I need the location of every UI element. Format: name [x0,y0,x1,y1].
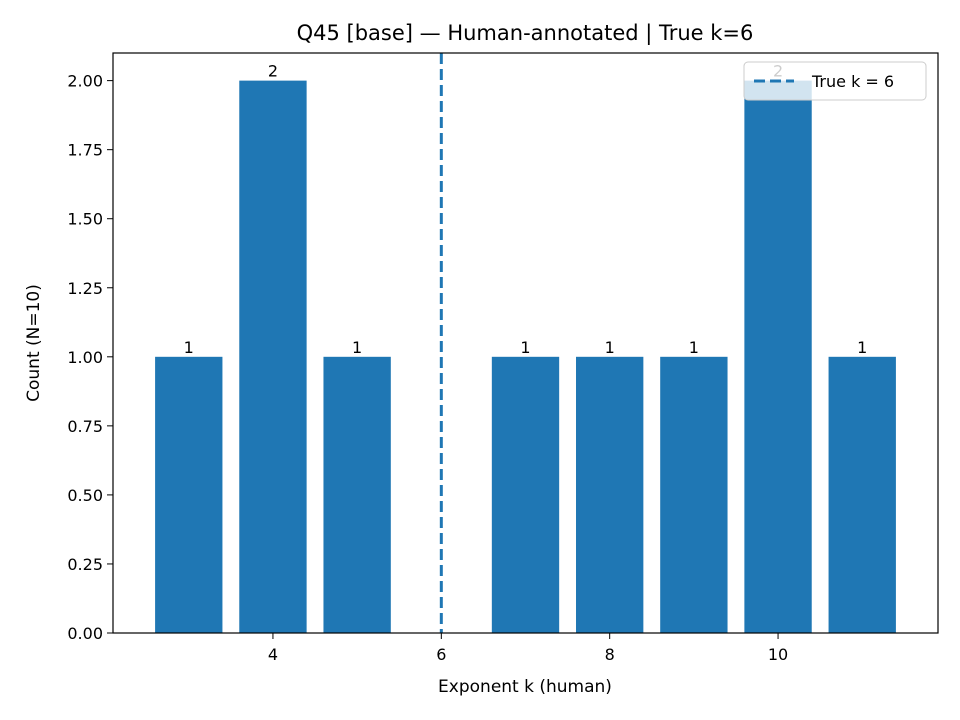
y-tick-label: 2.00 [67,72,103,91]
bar-value-label: 1 [857,338,867,357]
y-tick-label: 0.75 [67,417,103,436]
bar-value-label: 1 [352,338,362,357]
axes-spines [112,52,939,634]
x-axis-label: Exponent k (human) [438,677,612,697]
y-tick-label: 1.25 [67,279,103,298]
bar [491,356,560,633]
x-tick-label: 6 [436,645,446,664]
y-tick-label: 0.50 [67,486,103,505]
y-tick-label: 1.00 [67,348,103,367]
bar-value-label: 1 [605,338,615,357]
legend-entry-label: True k = 6 [811,72,894,91]
x-tick-label: 8 [605,645,615,664]
y-axis-label: Count (N=10) [24,284,44,402]
bar-value-label: 1 [689,338,699,357]
bar-value-label: 2 [268,62,278,81]
axes-frame [112,52,939,634]
bar [660,356,728,633]
legend: True k = 6 [743,61,927,101]
y-tick-label: 1.50 [67,210,103,229]
x-tick-label: 4 [268,645,278,664]
bar [744,80,812,634]
bar-value-label: 1 [184,338,194,357]
bar-value-label: 1 [520,338,530,357]
x-tick-label: 10 [768,645,788,664]
bar [828,356,896,633]
y-tick-label: 1.75 [67,141,103,160]
legend-box [743,61,927,101]
y-tick-label: 0.00 [67,624,103,643]
bar [155,356,223,633]
y-axis-ticks: 0.00 0.25 0.50 0.75 1.00 1.25 1.50 1.75 2.00 [67,72,113,643]
bars-group [155,80,896,634]
y-tick-label: 0.25 [67,555,103,574]
bar [239,80,307,634]
bar [576,356,644,633]
x-axis-ticks: 4 6 8 10 [268,633,788,664]
chart-title: Q45 [base] — Human-annotated | True k=6 [297,21,754,46]
bar [323,356,391,633]
